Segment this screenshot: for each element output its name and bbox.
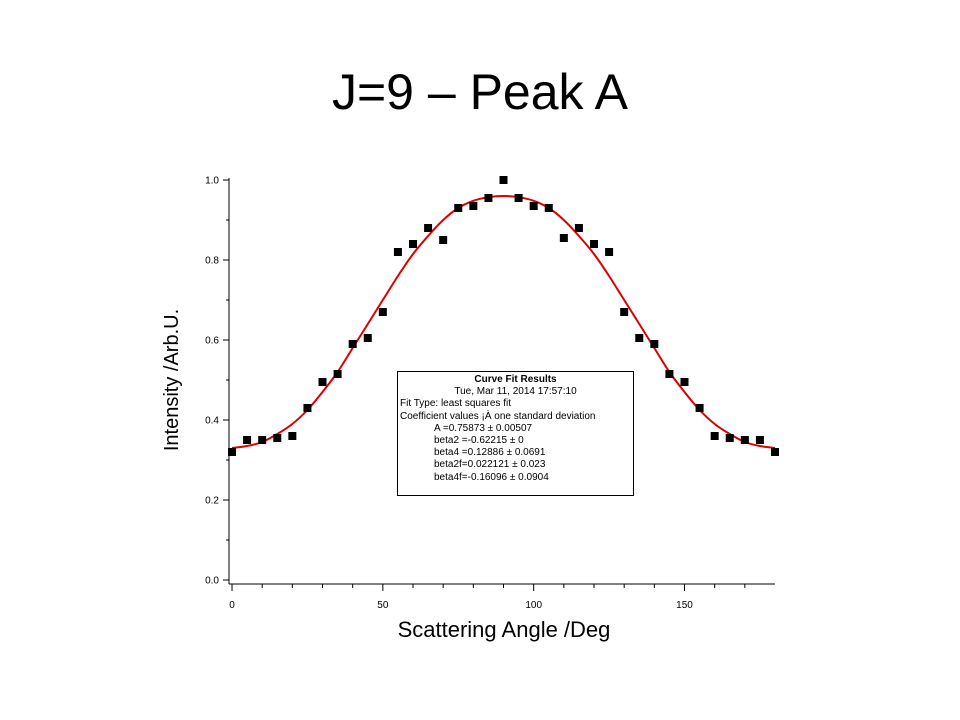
data-point <box>303 404 312 412</box>
data-point <box>529 202 538 210</box>
data-point <box>424 224 433 232</box>
data-point <box>755 436 764 444</box>
fit-results-title: Curve Fit Results <box>474 374 557 385</box>
data-point <box>228 448 237 456</box>
y-tick-label: 0.4 <box>205 416 219 427</box>
data-point <box>665 370 674 378</box>
x-tick-label: 100 <box>525 600 542 611</box>
data-point <box>439 236 448 244</box>
coef-beta2: beta2 =-0.62215 ± 0 <box>434 435 524 447</box>
slide-title: J=9 – Peak A <box>331 64 629 120</box>
x-tick-label: 0 <box>229 600 235 611</box>
x-axis-label: Scattering Angle /Deg <box>398 617 611 642</box>
data-point <box>318 378 327 386</box>
data-point <box>258 436 267 444</box>
data-point <box>740 436 749 444</box>
data-point <box>333 370 342 378</box>
data-point <box>559 234 568 242</box>
data-point <box>454 204 463 212</box>
coef-a: A =0.75873 ± 0.00507 <box>434 422 533 434</box>
data-point <box>635 334 644 342</box>
fit-type: Fit Type: least squares fit <box>400 398 511 410</box>
data-point <box>273 434 282 442</box>
data-point <box>378 308 387 316</box>
data-point <box>409 240 418 248</box>
coef-beta2f: beta2f=0.022121 ± 0.023 <box>434 459 546 471</box>
data-point <box>620 308 629 316</box>
y-axis-label: Intensity /Arb.U. <box>161 309 183 451</box>
data-point <box>590 240 599 248</box>
data-point <box>514 194 523 202</box>
data-point <box>695 404 704 412</box>
x-tick-label: 150 <box>676 600 693 611</box>
data-point <box>499 176 508 184</box>
data-point <box>771 448 779 456</box>
curve-fit-results-box: Curve Fit Results Tue, Mar 11, 2014 17:5… <box>397 371 634 496</box>
fit-date: Tue, Mar 11, 2014 17:57:10 <box>454 386 577 398</box>
coef-beta4f: beta4f=-0.16096 ± 0.0904 <box>434 471 549 483</box>
coef-header: Coefficient values ¡À one standard devia… <box>400 410 596 422</box>
data-point <box>348 340 357 348</box>
data-point <box>363 334 372 342</box>
data-point <box>544 204 553 212</box>
data-point <box>725 434 734 442</box>
x-tick-label: 50 <box>377 600 389 611</box>
data-point <box>288 432 297 440</box>
data-point <box>650 340 659 348</box>
y-tick-label: 0.8 <box>205 256 219 267</box>
data-points-group <box>228 176 779 456</box>
data-point <box>393 248 402 256</box>
data-point <box>243 436 252 444</box>
data-point <box>605 248 614 256</box>
data-point <box>469 202 478 210</box>
axes: 0.0 0.2 0.4 0.6 0.8 1.0 0 50 100 150 <box>205 176 775 611</box>
data-point <box>574 224 583 232</box>
y-tick-label: 0.0 <box>205 576 219 587</box>
data-point <box>680 378 689 386</box>
data-point <box>484 194 493 202</box>
y-tick-label: 1.0 <box>205 176 219 187</box>
data-point <box>710 432 719 440</box>
fit-curve-group <box>231 194 776 449</box>
fit-curve <box>231 194 776 449</box>
y-tick-label: 0.2 <box>205 496 219 507</box>
coef-beta4: beta4 =0.12886 ± 0.0691 <box>434 447 546 459</box>
y-tick-label: 0.6 <box>205 336 219 347</box>
